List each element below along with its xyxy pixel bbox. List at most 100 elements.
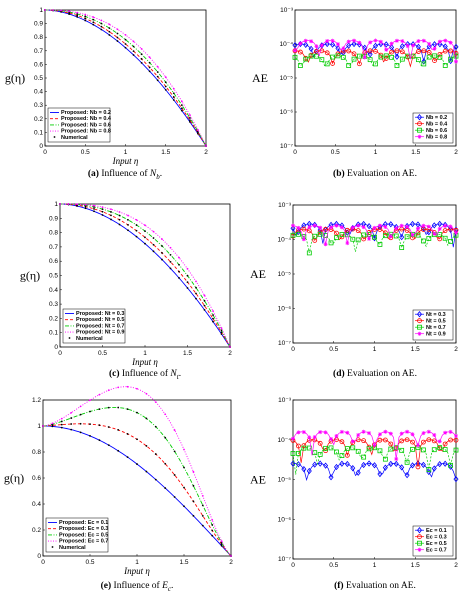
- numerical-point: [148, 61, 151, 64]
- ae-marker: [399, 431, 404, 436]
- numerical-point: [172, 92, 175, 95]
- ae-marker: [382, 230, 388, 236]
- x-axis-label: Input η: [112, 156, 139, 166]
- numerical-point: [186, 274, 189, 277]
- ae-marker: [431, 447, 437, 453]
- ae-marker: [346, 39, 351, 44]
- ae-marker: [384, 47, 389, 52]
- ae-marker: [301, 226, 307, 232]
- numerical-points-4: [44, 9, 207, 147]
- ae-marker: [323, 226, 329, 233]
- numerical-points-4: [59, 203, 231, 348]
- numerical-point: [92, 16, 95, 19]
- ae-marker: [314, 53, 319, 59]
- legend-entry: Nb = 0.6: [426, 128, 447, 134]
- ae-marker: [432, 46, 437, 51]
- ae-marker: [318, 430, 323, 435]
- numerical-point: [230, 555, 232, 557]
- numerical-point: [197, 129, 199, 131]
- series-line-4: [42, 386, 232, 557]
- ae-marker: [431, 465, 437, 472]
- x-tick-label: 0.5: [98, 350, 107, 357]
- numerical-point: [169, 267, 172, 270]
- ae-marker: [297, 49, 303, 55]
- ae-marker: [378, 39, 383, 44]
- numerical-point: [101, 206, 104, 209]
- numerical-point: [136, 463, 138, 465]
- numerical-point: [156, 65, 159, 68]
- y-tick-label: 10⁻⁵: [278, 271, 292, 278]
- numerical-point: [84, 19, 87, 22]
- ae-marker: [356, 53, 362, 59]
- legend-marker: [417, 534, 422, 540]
- numerical-point: [98, 439, 101, 442]
- y-axis-label: AE: [250, 473, 266, 487]
- y-axis-label: g(η): [5, 71, 25, 85]
- ae-marker: [400, 39, 405, 44]
- numerical-point: [148, 70, 151, 73]
- ae-marker: [334, 223, 339, 228]
- ae-marker: [346, 48, 352, 54]
- numerical-point: [186, 281, 189, 284]
- ae-marker: [324, 61, 330, 67]
- y-tick-label: 0.9: [49, 215, 58, 222]
- numerical-point: [156, 79, 159, 82]
- x-tick-label: 1: [373, 346, 377, 353]
- ae-marker: [453, 43, 459, 51]
- numerical-point: [67, 203, 70, 205]
- ae-marker: [416, 39, 421, 44]
- legend-marker: [417, 547, 422, 552]
- ae-marker: [399, 223, 404, 228]
- numerical-point: [172, 99, 175, 101]
- numerical-point: [154, 478, 157, 481]
- numerical-point: [93, 207, 95, 210]
- ae-marker: [312, 461, 318, 468]
- ae-marker: [351, 51, 357, 57]
- legend-entry: Proposed: Ec = 0.3: [59, 526, 108, 532]
- numerical-point: [126, 385, 129, 388]
- ae-marker: [420, 439, 426, 445]
- ae-marker: [437, 51, 443, 57]
- figure-caption: (f) Evaluation on AE.: [334, 580, 416, 591]
- numerical-point: [108, 30, 111, 33]
- ae-marker: [443, 38, 448, 43]
- y-tick-label: 0.4: [32, 501, 41, 508]
- numerical-point: [60, 423, 63, 426]
- x-tick-label: 1.5: [411, 149, 420, 156]
- numerical-point: [140, 58, 143, 60]
- numerical-point: [107, 389, 110, 392]
- ae-marker: [314, 44, 319, 49]
- numerical-point: [107, 406, 110, 409]
- y-tick-label: 10⁻³: [280, 7, 294, 14]
- ae-marker: [437, 39, 442, 44]
- ae-marker: [324, 40, 330, 48]
- x-tick-label: 2: [229, 559, 233, 566]
- ae-marker: [319, 48, 325, 54]
- ae-marker: [339, 429, 344, 434]
- numerical-point: [135, 219, 138, 221]
- ae-marker: [334, 235, 339, 241]
- numerical-point: [144, 230, 146, 232]
- ae-marker: [437, 460, 443, 468]
- legend-marker: [417, 318, 422, 324]
- ae-marker: [388, 431, 393, 436]
- legend-marker: [417, 134, 422, 139]
- numerical-point: [205, 145, 207, 147]
- numerical-point: [116, 40, 119, 42]
- ae-marker: [382, 233, 388, 239]
- ae-marker: [377, 432, 382, 437]
- numerical-point: [164, 413, 167, 416]
- ae-marker: [410, 446, 415, 452]
- caption-text: Influence of: [101, 168, 148, 179]
- numerical-point: [173, 429, 176, 432]
- y-tick-label: 0.5: [49, 273, 58, 280]
- ae-marker: [368, 40, 373, 45]
- numerical-point: [172, 96, 175, 98]
- x-tick-label: 1.5: [411, 562, 420, 569]
- ae-marker: [303, 38, 308, 43]
- ae-marker: [318, 225, 323, 230]
- y-tick-label: 0.2: [49, 315, 58, 322]
- ae-marker: [296, 443, 301, 449]
- numerical-point: [98, 408, 101, 410]
